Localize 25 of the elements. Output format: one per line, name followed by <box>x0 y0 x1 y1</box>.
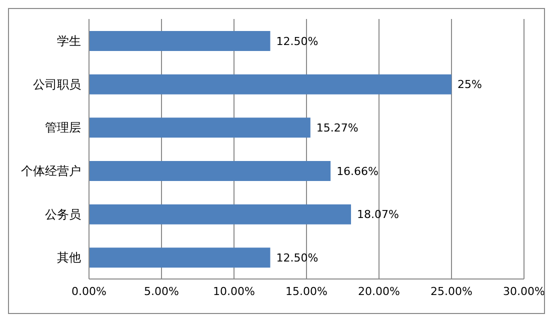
data-label: 25% <box>458 78 482 92</box>
y-tick-label: 学生 <box>57 34 81 48</box>
x-tick-label: 30.00% <box>503 284 545 298</box>
data-label: 12.50% <box>276 34 318 48</box>
y-tick-label: 其他 <box>57 250 81 265</box>
bar <box>89 204 352 224</box>
x-tick-label: 0.00% <box>72 284 106 298</box>
bar <box>89 31 270 51</box>
y-tick-label: 管理层 <box>45 120 81 135</box>
bar <box>89 118 310 138</box>
data-label: 12.50% <box>276 252 318 265</box>
bar <box>89 161 331 181</box>
y-tick-label: 个体经营户 <box>21 164 81 178</box>
x-tick-label: 15.00% <box>286 284 328 298</box>
data-label: 16.66% <box>336 164 379 178</box>
bar <box>89 248 270 268</box>
x-tick-label: 20.00% <box>358 284 400 298</box>
y-tick-label: 公务员 <box>45 207 81 222</box>
x-tick-label: 25.00% <box>430 284 472 298</box>
x-tick-label: 10.00% <box>213 284 255 298</box>
x-tick-label: 5.00% <box>144 284 179 298</box>
data-label: 18.07% <box>357 208 399 222</box>
bar <box>89 74 452 94</box>
y-tick-label: 公司职员 <box>33 77 81 92</box>
data-label: 15.27% <box>316 122 358 135</box>
